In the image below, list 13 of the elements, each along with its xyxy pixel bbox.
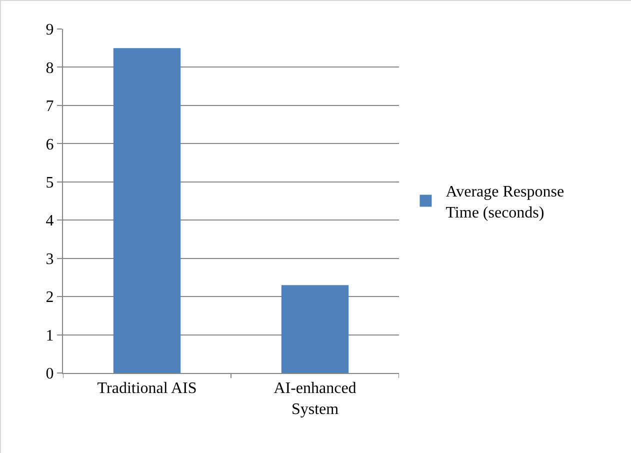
y-tick-label: 9 <box>46 22 54 39</box>
x-tick-label: Traditional AIS <box>97 380 197 398</box>
y-tick-label: 6 <box>46 136 54 154</box>
y-tick-label: 3 <box>46 250 54 268</box>
y-tick-label: 2 <box>46 289 54 306</box>
y-tick-label: 0 <box>46 366 54 383</box>
y-tick-label: 1 <box>46 327 54 344</box>
y-tick-label: 7 <box>46 98 54 116</box>
y-tick-label: 4 <box>46 212 54 230</box>
legend-label: Average Response Time (seconds) <box>446 184 564 222</box>
y-tick-label: 5 <box>46 174 54 192</box>
y-tick-label: 8 <box>46 60 54 77</box>
x-tick-label: AI-enhanced System <box>274 380 356 418</box>
